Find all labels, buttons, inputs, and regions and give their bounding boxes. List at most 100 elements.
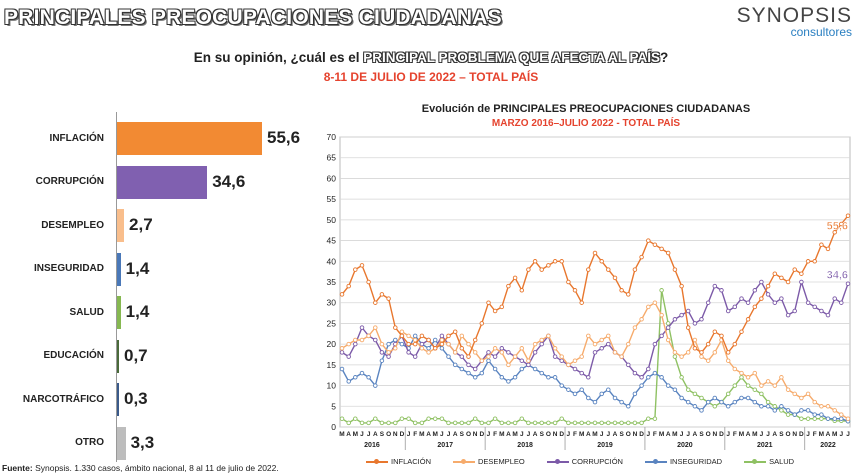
x-month-label: F (653, 431, 657, 438)
series-point (679, 395, 684, 401)
series-point (546, 333, 551, 339)
series-point (659, 246, 664, 252)
y-tick-label: 0 (331, 422, 336, 432)
series-point (379, 292, 385, 297)
series-point (373, 416, 378, 421)
series-point (459, 346, 465, 351)
series-point (665, 321, 671, 326)
series-point (366, 333, 371, 339)
series-point (499, 350, 505, 355)
series-point (832, 408, 837, 413)
series-point (466, 420, 471, 426)
x-month-label: D (719, 431, 724, 438)
series-point (652, 416, 658, 421)
series-point (579, 420, 584, 426)
series-point (626, 362, 631, 368)
bar-category-label: INSEGURIDAD (33, 263, 104, 274)
x-month-label: N (553, 431, 558, 438)
series-point (532, 259, 538, 264)
x-month-label: A (613, 431, 618, 438)
question-suffix: ? (660, 50, 669, 65)
x-month-label: J (367, 431, 371, 438)
series-point (812, 259, 817, 264)
line-chart-title: Evolución de PRINCIPALES PREOCUPACIONES … (421, 103, 751, 115)
series-point (606, 267, 611, 272)
series-point (745, 300, 751, 305)
series-point (412, 337, 418, 343)
series-point (346, 379, 351, 384)
y-tick-label: 65 (327, 153, 337, 163)
series-point (339, 292, 345, 297)
bar-category-label: CORRUPCIÓN (35, 176, 104, 187)
series-point (406, 416, 411, 421)
series-point (845, 213, 851, 218)
x-month-label: M (672, 431, 677, 438)
series-point (685, 350, 691, 355)
series-point (432, 416, 438, 421)
series-point (725, 404, 731, 409)
series-point (626, 420, 631, 426)
series-point (346, 283, 351, 289)
series-point (492, 416, 498, 421)
series-point (479, 370, 485, 376)
series-point (373, 383, 378, 388)
series-point (353, 375, 358, 380)
series-point (712, 329, 718, 334)
x-month-label: M (832, 431, 837, 438)
bar-value-label: 55,6 (267, 128, 301, 147)
series-point (685, 308, 691, 314)
x-month-label: D (479, 431, 484, 438)
series-point (785, 312, 791, 318)
series-point (572, 358, 578, 363)
series-point (579, 387, 584, 392)
series-point (812, 416, 817, 421)
legend-label: CORRUPCIÓN (571, 457, 623, 466)
bar-value-label: 1,4 (125, 302, 150, 321)
bar-category-label: EDUCACIÓN (43, 350, 104, 361)
series-point (559, 259, 564, 264)
series-point (519, 288, 525, 293)
series-point (679, 375, 684, 380)
series-point (785, 387, 791, 392)
series-point (659, 333, 664, 339)
series-point (412, 354, 418, 359)
bar-category-label: SALUD (69, 306, 104, 318)
x-month-label: O (386, 431, 391, 438)
series-point (779, 404, 784, 409)
series-point (839, 412, 844, 417)
series-point (725, 358, 731, 363)
series-point (659, 312, 664, 318)
x-month-label: M (353, 431, 358, 438)
x-month-label: A (506, 431, 511, 438)
x-month-label: M (339, 431, 344, 438)
x-month-label: J (806, 431, 810, 438)
bar-category-label: OTRO (75, 437, 104, 448)
series-point (679, 354, 684, 359)
series-point (552, 375, 558, 380)
series-point (619, 420, 624, 426)
series-point (752, 399, 758, 405)
series-point (419, 346, 425, 351)
series-point (559, 358, 564, 363)
x-month-label: S (380, 431, 385, 438)
series-point (373, 337, 378, 343)
series-point (399, 416, 405, 421)
series-point (452, 420, 458, 426)
x-month-label: A (346, 431, 351, 438)
series-point (792, 391, 797, 397)
x-month-label: N (792, 431, 797, 438)
series-point (812, 304, 817, 310)
series-point (679, 312, 684, 318)
series-point (799, 395, 804, 401)
series-point (379, 341, 385, 347)
series-point (546, 263, 551, 268)
series-point (652, 370, 658, 376)
series-point (559, 416, 564, 421)
series-point (685, 387, 691, 392)
series-point (559, 383, 564, 388)
legend-label: INFLACIÓN (391, 457, 432, 466)
series-point (466, 362, 471, 368)
legend-item: DESEMPLEO (453, 457, 525, 466)
series-point (672, 350, 678, 355)
x-month-label: O (786, 431, 791, 438)
